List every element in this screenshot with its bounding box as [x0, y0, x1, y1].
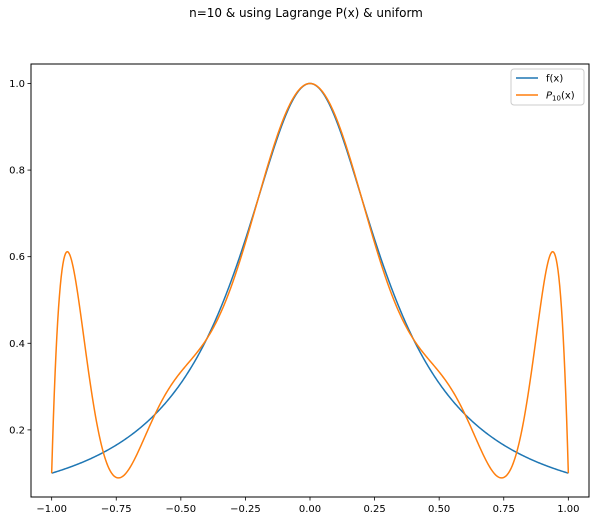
x-tick-label: −0.50	[166, 504, 197, 515]
y-axis: 0.2 0.4 0.6 0.8 1.0	[9, 79, 31, 436]
x-tick-label: 0.25	[363, 504, 385, 515]
legend: f(x) P10(x)	[510, 68, 585, 106]
x-tick-label: 0.50	[428, 504, 450, 515]
y-tick-label: 0.4	[9, 339, 25, 350]
y-tick-label: 0.8	[9, 166, 25, 177]
legend-label-p10-sub: 10	[552, 95, 561, 103]
axes-frame	[30, 63, 590, 498]
legend-label-p10-main: P	[546, 91, 553, 102]
legend-label-f: f(x)	[546, 74, 563, 85]
plot-lines	[50, 82, 570, 479]
legend-label-p10: P10(x)	[546, 91, 575, 103]
x-tick-label: 1.00	[557, 504, 579, 515]
x-tick-label: −0.75	[101, 504, 132, 515]
series-line-p10	[50, 82, 570, 479]
y-tick-label: 0.2	[9, 425, 25, 436]
chart-title: n=10 & using Lagrange P(x) & uniform	[189, 6, 423, 20]
y-tick-label: 1.0	[9, 79, 25, 90]
x-tick-label: −0.25	[230, 504, 261, 515]
x-tick-label: 0.75	[493, 504, 515, 515]
x-tick-label: 0.00	[299, 504, 321, 515]
x-tick-label: −1.00	[36, 504, 67, 515]
legend-label-p10-suffix: (x)	[561, 91, 575, 102]
y-tick-label: 0.6	[9, 252, 25, 263]
x-axis: −1.00 −0.75 −0.50 −0.25 0.00 0.25 0.50 0.75 1.00	[36, 497, 579, 515]
